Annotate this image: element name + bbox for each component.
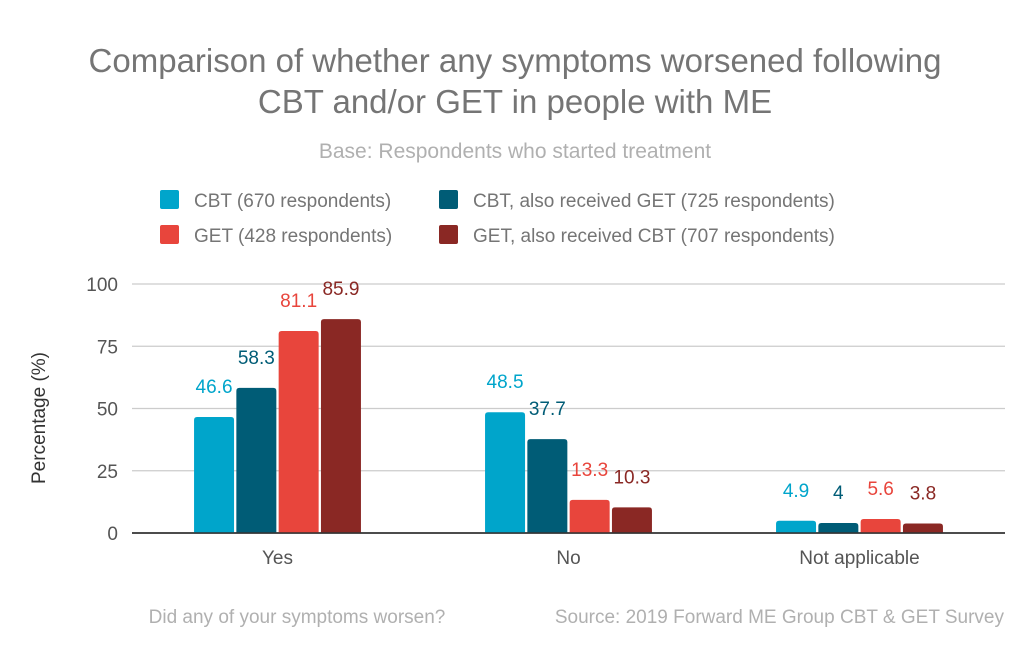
y-tick-label: 75 [97,337,118,358]
y-tick-label: 100 [86,275,118,296]
data-label: 37.7 [529,399,566,420]
chart-subtitle: Base: Respondents who started treatment [319,140,711,163]
bar [776,520,817,533]
x-tick-label: Yes [262,548,293,569]
data-label: 48.5 [487,372,524,393]
x-tick-label: Not applicable [799,548,919,569]
data-label: 81.1 [280,291,317,312]
data-label: 4 [833,483,844,504]
bar [236,387,277,533]
bar [485,412,526,533]
chart-title: Comparison of whether any symptoms worse… [89,42,942,79]
x-tick-label: No [556,548,580,569]
bar [527,439,568,533]
legend-label: GET (428 respondents) [194,226,392,247]
data-label: 3.8 [910,484,936,505]
bar [860,519,901,533]
bar [278,331,319,533]
y-tick-label: 50 [97,400,118,421]
data-label: 13.3 [571,460,608,481]
bar [320,319,361,533]
bar [611,507,652,533]
y-axis-ticks: 0 25 50 75 100 [86,275,118,545]
legend-label: GET, also received CBT (707 respondents) [473,226,835,247]
bar [194,416,235,533]
data-label: 10.3 [613,467,650,488]
data-label: 58.3 [238,348,275,369]
data-label: 85.9 [322,279,359,300]
data-label: 4.9 [783,481,809,502]
source-note: Source: 2019 Forward ME Group CBT & GET … [555,607,1005,628]
legend-swatch [160,190,179,209]
legend-swatch [439,190,458,209]
x-axis-ticks: Yes No Not applicable [132,532,1005,569]
legend-swatch [439,225,458,244]
bar [902,523,943,533]
y-axis-label: Percentage (%) [29,352,50,484]
bar [569,499,610,533]
y-tick-label: 0 [107,524,118,545]
legend-label: CBT (670 respondents) [194,191,391,212]
legend-label: CBT, also received GET (725 respondents) [473,191,835,212]
data-label: 46.6 [196,377,233,398]
y-tick-label: 25 [97,462,118,483]
x-axis-label: Did any of your symptoms worsen? [149,607,446,628]
chart-title-line2: CBT and/or GET in people with ME [258,83,772,120]
legend-swatch [160,225,179,244]
bar [818,523,859,533]
legend: CBT (670 respondents) CBT, also received … [160,190,835,247]
bars: 46.658.3 81.185.9 48.537.7 13.3 10.3 4.9 4 5.6 3… [194,279,943,533]
data-label: 5.6 [867,479,893,500]
